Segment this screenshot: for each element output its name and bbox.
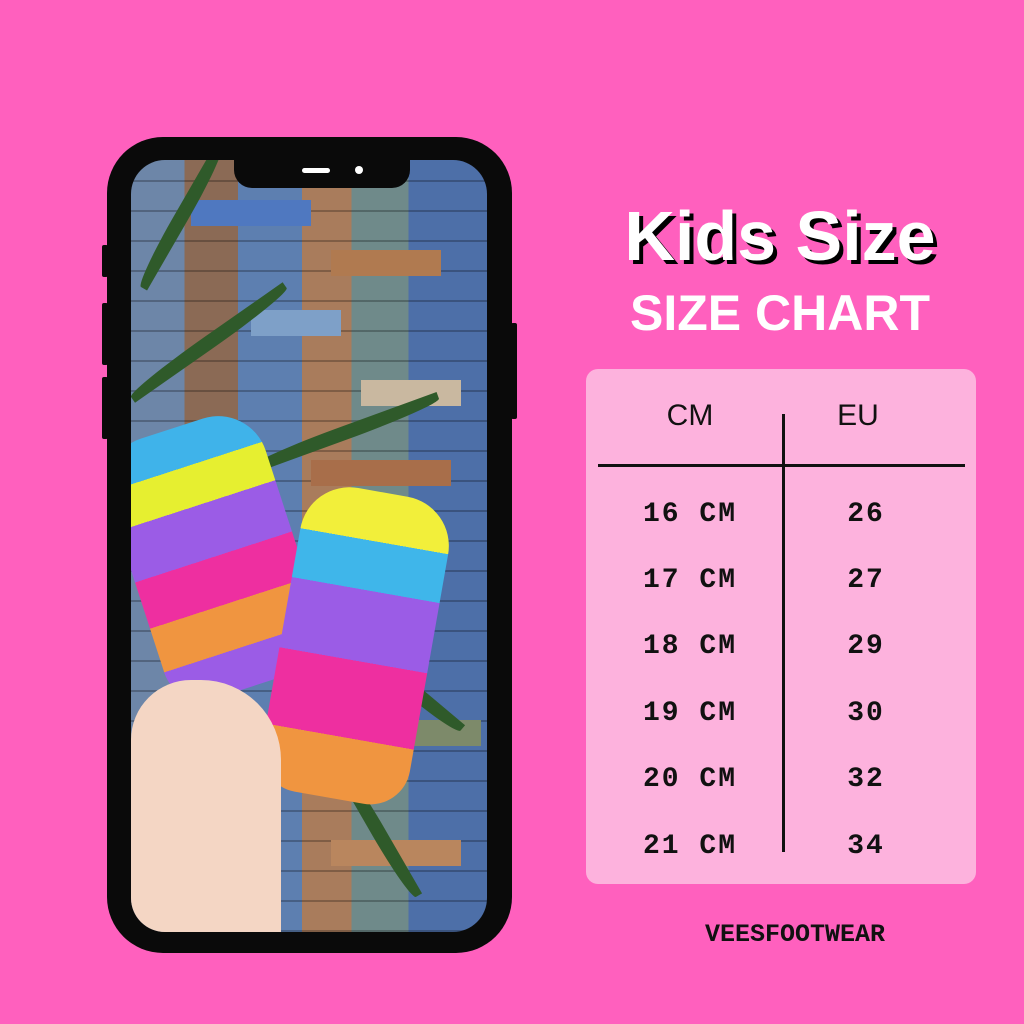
row-eu: 27 <box>847 565 885 596</box>
row-cm: 18 CM <box>642 631 737 662</box>
row-eu: 32 <box>847 764 885 795</box>
row-cm: 20 CM <box>642 764 737 795</box>
page-subtitle: SIZE CHART <box>630 285 930 341</box>
row-cm: 19 CM <box>642 698 737 729</box>
phone-mockup <box>102 137 517 953</box>
phone-notch <box>234 160 410 188</box>
phone-mute-button <box>102 245 108 277</box>
row-eu: 26 <box>847 499 885 530</box>
size-chart-table: CM EU 16 CM 26 17 CM 27 18 CM 29 19 CM 3… <box>586 369 976 884</box>
hand <box>131 680 281 932</box>
speaker-icon <box>302 168 330 173</box>
row-eu: 29 <box>847 631 885 662</box>
row-eu: 30 <box>847 698 885 729</box>
row-eu: 34 <box>847 831 885 862</box>
header-divider <box>598 464 965 467</box>
column-divider <box>782 414 785 852</box>
camera-icon <box>355 166 363 174</box>
row-cm: 17 CM <box>642 565 737 596</box>
phone-volume-down-button <box>102 377 108 439</box>
row-cm: 21 CM <box>642 831 737 862</box>
brand-name: VEESFOOTWEAR <box>704 920 886 949</box>
header-eu: EU <box>837 399 879 432</box>
phone-power-button <box>511 323 517 419</box>
phone-volume-up-button <box>102 303 108 365</box>
header-cm: CM <box>666 399 714 432</box>
row-cm: 16 CM <box>642 499 737 530</box>
product-photo <box>131 160 487 932</box>
page-title: Kids Size <box>624 197 936 275</box>
